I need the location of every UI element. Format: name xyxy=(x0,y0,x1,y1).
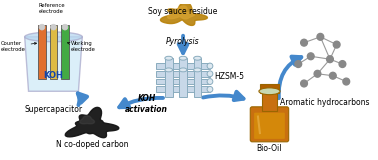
Circle shape xyxy=(339,61,346,68)
Bar xyxy=(156,63,210,69)
Polygon shape xyxy=(167,6,195,19)
Ellipse shape xyxy=(259,88,280,95)
Bar xyxy=(156,79,210,84)
Text: Soy sauce residue: Soy sauce residue xyxy=(149,7,218,16)
Circle shape xyxy=(307,53,314,60)
Circle shape xyxy=(62,24,68,30)
Ellipse shape xyxy=(194,56,201,60)
Circle shape xyxy=(39,24,45,30)
Circle shape xyxy=(51,24,56,30)
Text: Counter
electrode: Counter electrode xyxy=(1,41,37,52)
Bar xyxy=(61,25,69,79)
Text: KOH: KOH xyxy=(43,71,64,80)
Text: Reference
electrode: Reference electrode xyxy=(38,3,65,13)
Ellipse shape xyxy=(25,32,82,42)
Ellipse shape xyxy=(165,56,172,60)
Ellipse shape xyxy=(179,56,187,60)
Text: Working
electrode: Working electrode xyxy=(68,41,96,52)
Ellipse shape xyxy=(207,71,213,77)
Ellipse shape xyxy=(207,79,213,84)
Text: KOH
activation: KOH activation xyxy=(125,94,168,114)
Circle shape xyxy=(343,78,350,85)
Bar xyxy=(165,58,172,85)
Bar xyxy=(179,70,187,97)
Text: Aromatic hydrocarbons: Aromatic hydrocarbons xyxy=(280,98,370,107)
Ellipse shape xyxy=(194,68,201,72)
Bar xyxy=(179,58,187,85)
Text: Supercapacitor: Supercapacitor xyxy=(25,105,82,114)
Circle shape xyxy=(301,80,307,87)
Circle shape xyxy=(327,56,333,63)
Ellipse shape xyxy=(207,63,213,69)
Bar xyxy=(194,58,201,85)
Bar xyxy=(165,70,172,97)
Text: Pyrolysis: Pyrolysis xyxy=(166,37,200,46)
Circle shape xyxy=(295,61,302,68)
Polygon shape xyxy=(25,37,82,91)
Bar xyxy=(38,25,46,79)
Bar xyxy=(50,25,57,79)
FancyBboxPatch shape xyxy=(254,113,285,139)
Circle shape xyxy=(301,39,307,46)
Polygon shape xyxy=(161,2,208,25)
Circle shape xyxy=(330,72,336,79)
Circle shape xyxy=(314,70,321,77)
Bar xyxy=(156,86,210,92)
Polygon shape xyxy=(65,107,119,138)
Polygon shape xyxy=(80,116,94,124)
Bar xyxy=(260,84,279,93)
Ellipse shape xyxy=(207,86,213,92)
Circle shape xyxy=(317,33,324,40)
Bar xyxy=(262,91,277,111)
Bar xyxy=(156,71,210,77)
Ellipse shape xyxy=(165,68,172,72)
Text: HZSM-5: HZSM-5 xyxy=(214,72,244,81)
Text: Bio-Oil: Bio-Oil xyxy=(257,144,282,153)
Text: N co-doped carbon: N co-doped carbon xyxy=(56,140,128,149)
FancyBboxPatch shape xyxy=(250,107,289,142)
Ellipse shape xyxy=(179,68,187,72)
Circle shape xyxy=(333,41,340,48)
Bar xyxy=(194,70,201,97)
